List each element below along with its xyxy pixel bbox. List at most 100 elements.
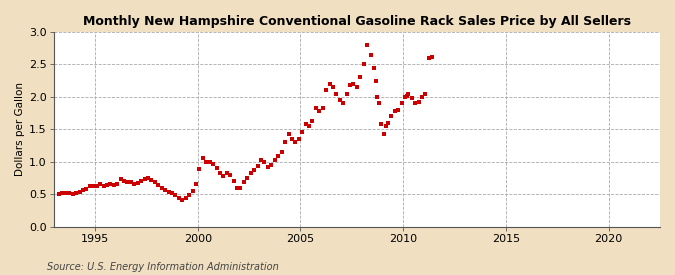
- Point: [190, 182, 201, 187]
- Point: [389, 109, 400, 113]
- Point: [252, 164, 263, 168]
- Point: [71, 191, 82, 196]
- Point: [283, 132, 294, 137]
- Point: [150, 180, 161, 185]
- Point: [112, 182, 123, 187]
- Point: [386, 114, 397, 119]
- Point: [273, 154, 284, 159]
- Title: Monthly New Hampshire Conventional Gasoline Rack Sales Price by All Sellers: Monthly New Hampshire Conventional Gasol…: [83, 15, 631, 28]
- Point: [218, 174, 229, 178]
- Point: [232, 185, 242, 190]
- Point: [60, 191, 71, 195]
- Point: [372, 95, 383, 99]
- Point: [142, 176, 153, 180]
- Point: [269, 158, 280, 163]
- Text: Source: U.S. Energy Information Administration: Source: U.S. Energy Information Administ…: [47, 262, 279, 272]
- Point: [170, 193, 181, 198]
- Point: [416, 95, 427, 99]
- Point: [331, 91, 342, 96]
- Point: [68, 192, 78, 196]
- Point: [242, 176, 253, 180]
- Point: [327, 85, 338, 89]
- Point: [310, 106, 321, 111]
- Point: [153, 183, 163, 187]
- Point: [345, 83, 356, 87]
- Point: [177, 198, 188, 202]
- Point: [129, 182, 140, 186]
- Point: [208, 161, 219, 166]
- Point: [53, 192, 64, 196]
- Point: [146, 178, 157, 182]
- Point: [64, 191, 75, 196]
- Point: [401, 93, 412, 98]
- Point: [279, 140, 290, 144]
- Point: [420, 91, 431, 96]
- Point: [57, 191, 68, 196]
- Point: [259, 160, 270, 164]
- Point: [406, 96, 417, 100]
- Point: [136, 179, 146, 183]
- Point: [314, 109, 325, 113]
- Point: [184, 192, 194, 197]
- Point: [132, 181, 143, 185]
- Point: [74, 189, 85, 194]
- Point: [276, 150, 287, 154]
- Point: [88, 183, 99, 188]
- Point: [235, 185, 246, 190]
- Point: [375, 122, 386, 126]
- Point: [139, 177, 150, 182]
- Point: [413, 100, 424, 104]
- Point: [335, 98, 346, 102]
- Point: [300, 122, 311, 126]
- Point: [374, 101, 385, 106]
- Point: [157, 185, 167, 190]
- Point: [355, 75, 366, 79]
- Point: [400, 95, 410, 99]
- Point: [342, 91, 352, 96]
- Point: [197, 156, 208, 161]
- Y-axis label: Dollars per Gallon: Dollars per Gallon: [15, 82, 25, 176]
- Point: [180, 196, 191, 200]
- Point: [263, 165, 273, 169]
- Point: [324, 82, 335, 86]
- Point: [382, 120, 393, 125]
- Point: [245, 171, 256, 175]
- Point: [317, 106, 328, 111]
- Point: [266, 163, 277, 167]
- Point: [221, 171, 232, 175]
- Point: [119, 179, 130, 183]
- Point: [352, 85, 362, 89]
- Point: [379, 132, 389, 137]
- Point: [393, 108, 404, 112]
- Point: [362, 43, 373, 47]
- Point: [238, 180, 249, 185]
- Point: [167, 191, 178, 196]
- Point: [81, 187, 92, 191]
- Point: [126, 180, 136, 185]
- Point: [173, 196, 184, 200]
- Point: [290, 140, 300, 144]
- Point: [109, 183, 119, 187]
- Point: [122, 180, 133, 185]
- Point: [160, 188, 171, 192]
- Point: [321, 88, 331, 92]
- Point: [304, 124, 315, 128]
- Point: [95, 182, 105, 187]
- Point: [396, 101, 407, 106]
- Point: [225, 172, 236, 177]
- Point: [228, 179, 239, 183]
- Point: [423, 56, 434, 60]
- Point: [163, 190, 174, 194]
- Point: [187, 189, 198, 193]
- Point: [211, 166, 222, 170]
- Point: [297, 130, 308, 135]
- Point: [249, 168, 260, 172]
- Point: [84, 184, 95, 189]
- Point: [105, 182, 116, 187]
- Point: [410, 101, 421, 106]
- Point: [215, 171, 225, 175]
- Point: [78, 188, 88, 192]
- Point: [348, 82, 359, 86]
- Point: [338, 101, 348, 106]
- Point: [365, 53, 376, 57]
